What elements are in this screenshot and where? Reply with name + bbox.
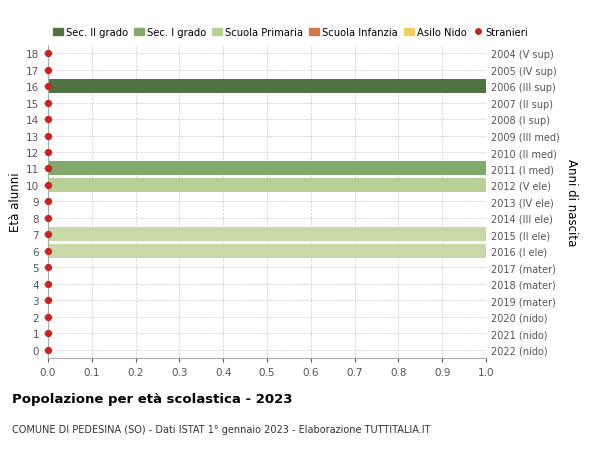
Point xyxy=(43,198,53,206)
Point xyxy=(43,116,53,123)
Bar xyxy=(48,179,486,192)
Point xyxy=(43,50,53,58)
Point xyxy=(43,264,53,271)
Legend: Sec. II grado, Sec. I grado, Scuola Primaria, Scuola Infanzia, Asilo Nido, Stran: Sec. II grado, Sec. I grado, Scuola Prim… xyxy=(53,28,529,38)
Point xyxy=(43,280,53,288)
Point xyxy=(43,247,53,255)
Text: COMUNE DI PEDESINA (SO) - Dati ISTAT 1° gennaio 2023 - Elaborazione TUTTITALIA.I: COMUNE DI PEDESINA (SO) - Dati ISTAT 1° … xyxy=(12,425,431,435)
Point xyxy=(43,231,53,239)
Bar xyxy=(48,244,486,258)
Point xyxy=(43,313,53,321)
Point xyxy=(43,67,53,74)
Point xyxy=(43,297,53,304)
Bar xyxy=(48,162,486,176)
Y-axis label: Età alunni: Età alunni xyxy=(8,172,22,232)
Point xyxy=(43,83,53,90)
Bar xyxy=(48,80,486,94)
Bar xyxy=(48,228,486,242)
Point xyxy=(43,100,53,107)
Point xyxy=(43,182,53,189)
Point xyxy=(43,133,53,140)
Text: Popolazione per età scolastica - 2023: Popolazione per età scolastica - 2023 xyxy=(12,392,293,405)
Point xyxy=(43,215,53,222)
Point xyxy=(43,165,53,173)
Point xyxy=(43,330,53,337)
Y-axis label: Anni di nascita: Anni di nascita xyxy=(565,158,578,246)
Point xyxy=(43,346,53,353)
Point xyxy=(43,149,53,157)
